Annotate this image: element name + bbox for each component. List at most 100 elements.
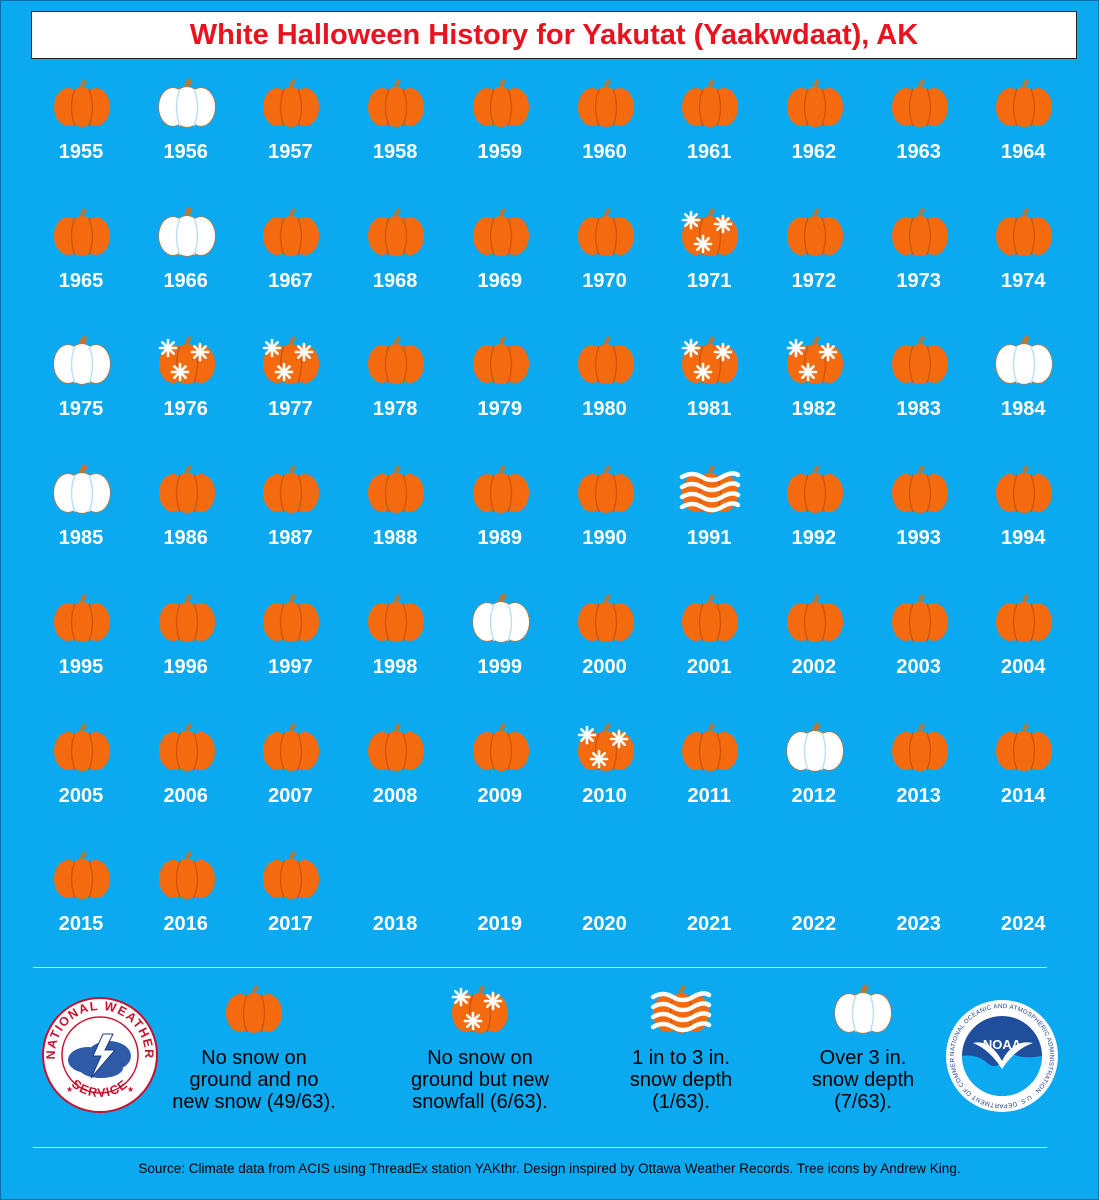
legend-item-new-snow: No snow on ground but new snowfall (6/63… — [389, 983, 571, 1113]
source-credit: Source: Climate data from ACIS using Thr… — [138, 1161, 961, 1176]
pumpkin-none-icon — [577, 593, 634, 642]
pumpkin-none-icon — [472, 465, 529, 514]
svg-text:★: ★ — [66, 1085, 73, 1094]
pumpkin-new-icon — [263, 336, 320, 385]
year-label: 1976 — [163, 398, 208, 421]
pumpkin-orange-icon — [226, 985, 282, 1033]
pumpkin-none-icon — [472, 336, 529, 385]
year-label: 1992 — [791, 527, 837, 550]
divider-top — [33, 967, 1047, 968]
year-cell: 1996 — [134, 588, 238, 716]
year-cell: 1978 — [343, 330, 447, 458]
pumpkin-none-icon — [786, 465, 843, 514]
year-label: 2021 — [686, 913, 732, 936]
year-cell: 1956 — [134, 73, 238, 201]
year-label: 1961 — [686, 141, 732, 163]
pumpkin-none-icon — [996, 722, 1053, 771]
year-cell: 1982 — [762, 330, 866, 458]
pumpkin-none-icon — [786, 79, 843, 127]
year-label: 1972 — [791, 269, 837, 292]
pumpkin-none-icon — [577, 336, 634, 385]
year-label: 2000 — [582, 655, 627, 678]
pumpkin-none-icon — [786, 207, 843, 256]
pumpkin-none-icon — [368, 593, 425, 642]
year-label: 1991 — [686, 527, 732, 550]
year-label: 1982 — [791, 398, 837, 421]
year-label: 1973 — [896, 269, 941, 292]
noaa-logo-text: NOAA — [983, 1037, 1022, 1052]
year-label: 2005 — [58, 784, 104, 807]
pumpkin-none-icon — [472, 79, 529, 127]
year-cell: 2020 — [553, 845, 657, 973]
year-cell: 1969 — [448, 202, 552, 330]
year-cell: 1995 — [29, 588, 133, 716]
year-label: 2014 — [1001, 784, 1046, 807]
year-cell: 2007 — [238, 717, 342, 845]
year-label: 2023 — [896, 913, 941, 936]
pumpkin-none-icon — [682, 79, 739, 127]
year-label: 2009 — [477, 784, 523, 807]
year-label: 1981 — [686, 398, 732, 421]
pumpkin-none-icon — [577, 79, 634, 127]
pumpkin-none-icon — [996, 465, 1053, 514]
year-cell: 1967 — [238, 202, 342, 330]
year-cell: 2008 — [343, 717, 447, 845]
pumpkin-deep-icon — [786, 721, 844, 772]
legend-item-deep-snow: Over 3 in. snow depth (7/63). — [783, 983, 943, 1113]
year-label: 1969 — [477, 269, 523, 292]
year-cell: 2011 — [657, 717, 761, 845]
year-label: 1957 — [268, 141, 313, 163]
pumpkin-none-icon — [263, 593, 320, 642]
pumpkin-none-icon — [263, 722, 320, 771]
year-cell: 1989 — [448, 459, 552, 587]
year-cell: 2024 — [971, 845, 1075, 973]
year-label: 1968 — [372, 269, 418, 292]
pumpkin-none-icon — [577, 207, 634, 256]
year-cell: 1962 — [762, 73, 866, 201]
year-label: 1990 — [582, 527, 627, 550]
year-cell: 1976 — [134, 330, 238, 458]
year-cell: 2021 — [657, 845, 761, 973]
year-cell: 2001 — [657, 588, 761, 716]
year-label: 1998 — [372, 655, 418, 678]
year-cell: 2005 — [29, 717, 133, 845]
year-cell: 1981 — [657, 330, 761, 458]
year-cell: 2018 — [343, 845, 447, 973]
year-cell: 1961 — [657, 73, 761, 201]
legend-label-deep-snow: Over 3 in. snow depth (7/63). — [811, 1047, 915, 1113]
pumpkin-none-icon — [158, 851, 215, 900]
year-cell: 1960 — [553, 73, 657, 201]
legend-item-light-snow: 1 in to 3 in. snow depth (1/63). — [601, 983, 761, 1113]
pumpkin-none-icon — [158, 465, 215, 514]
year-label: 1985 — [58, 527, 104, 550]
pumpkin-light-icon — [679, 465, 741, 514]
year-label: 2008 — [372, 784, 418, 807]
pumpkin-striped-icon — [650, 985, 712, 1033]
pumpkin-none-icon — [54, 207, 110, 256]
year-label: 1971 — [686, 269, 732, 292]
year-label: 2024 — [1001, 913, 1046, 936]
pumpkin-deep-icon — [158, 207, 216, 257]
year-label: 2018 — [372, 913, 418, 936]
year-label: 1988 — [372, 527, 418, 550]
year-label: 1974 — [1001, 269, 1046, 292]
year-label: 1978 — [372, 398, 418, 421]
year-cell: 1987 — [238, 459, 342, 587]
pumpkin-deep-icon — [53, 464, 111, 514]
year-label: 1996 — [163, 655, 208, 678]
year-cell: 1999 — [448, 588, 552, 716]
year-label: 1997 — [268, 655, 313, 678]
year-label: 2004 — [1001, 655, 1046, 678]
pumpkin-none-icon — [368, 207, 425, 256]
year-cell: 1986 — [134, 459, 238, 587]
svg-text:SERVICE: SERVICE — [69, 1077, 131, 1100]
pumpkin-white-icon — [834, 984, 892, 1034]
year-cell: 2002 — [762, 588, 866, 716]
legend-label-no-snow: No snow on ground and no new snow (49/63… — [172, 1047, 336, 1113]
year-cell: 2019 — [448, 845, 552, 973]
pumpkin-new-icon — [577, 722, 634, 771]
pumpkin-none-icon — [577, 465, 634, 514]
year-label: 1975 — [58, 398, 104, 421]
pumpkin-none-icon — [472, 722, 529, 771]
pumpkin-none-icon — [891, 465, 948, 514]
